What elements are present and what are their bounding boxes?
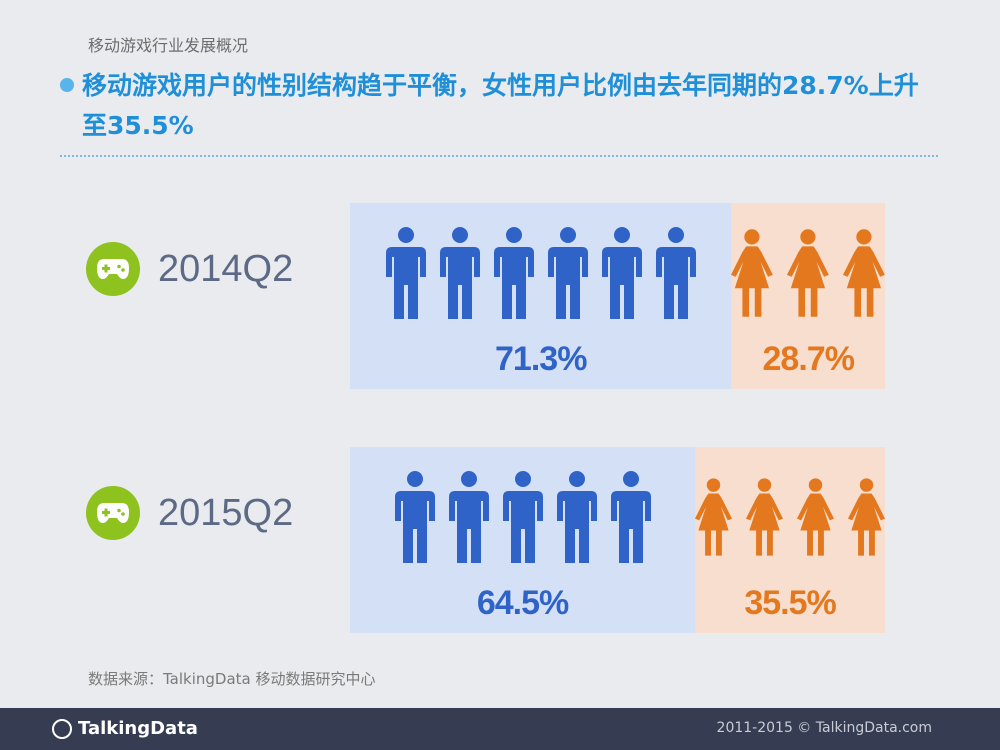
headline: 移动游戏用户的性别结构趋于平衡，女性用户比例由去年同期的28.7%上升至35.5… [82,71,919,140]
male-person-icon [547,227,588,319]
female-icons [695,471,885,563]
female-percent-label: 28.7% [762,340,855,378]
female-person-icon [695,478,733,556]
dotted-divider [60,155,938,157]
stacked-bar: 64.5% 35.5% [350,447,885,633]
data-source: 数据来源：TalkingData 移动数据研究中心 [88,670,376,688]
female-person-icon [843,229,885,317]
male-person-icon [439,227,480,319]
row-label: 2014Q2 [86,242,293,296]
brand-logo: TalkingData [52,718,198,739]
female-segment: 28.7% [731,203,885,389]
male-person-icon [601,227,642,319]
female-person-icon [787,229,830,317]
logo-text: TalkingData [78,718,198,739]
male-person-icon [385,227,426,319]
gamepad-icon [86,242,140,296]
gamepad-icon [86,486,140,540]
stacked-bar: 71.3% 28.7% [350,203,885,389]
male-icons [350,227,731,319]
female-person-icon [797,478,835,556]
male-percent-label: 64.5% [476,584,569,622]
male-person-icon [448,471,489,563]
period-label: 2014Q2 [158,247,294,290]
male-person-icon [493,227,534,319]
logo-icon [52,718,72,739]
male-person-icon [655,227,696,319]
row-label: 2015Q2 [86,486,293,540]
period-label: 2015Q2 [158,491,294,534]
male-person-icon [610,471,651,563]
section-title: 移动游戏行业发展概况 [88,36,249,55]
male-segment: 71.3% [350,203,732,389]
female-person-icon [848,478,885,556]
female-person-icon [746,478,784,556]
male-icons [350,471,695,563]
male-person-icon [556,471,597,563]
female-person-icon [731,229,774,317]
male-segment: 64.5% [350,447,696,633]
male-person-icon [394,471,435,563]
female-icons [731,227,885,319]
footer-bar: TalkingData 2011-2015 © TalkingData.com [0,708,1000,750]
female-percent-label: 35.5% [744,584,836,622]
headline-bullet [60,78,74,92]
copyright: 2011-2015 © TalkingData.com [716,720,932,736]
male-person-icon [502,471,543,563]
female-segment: 35.5% [695,447,885,633]
male-percent-label: 71.3% [495,340,587,378]
